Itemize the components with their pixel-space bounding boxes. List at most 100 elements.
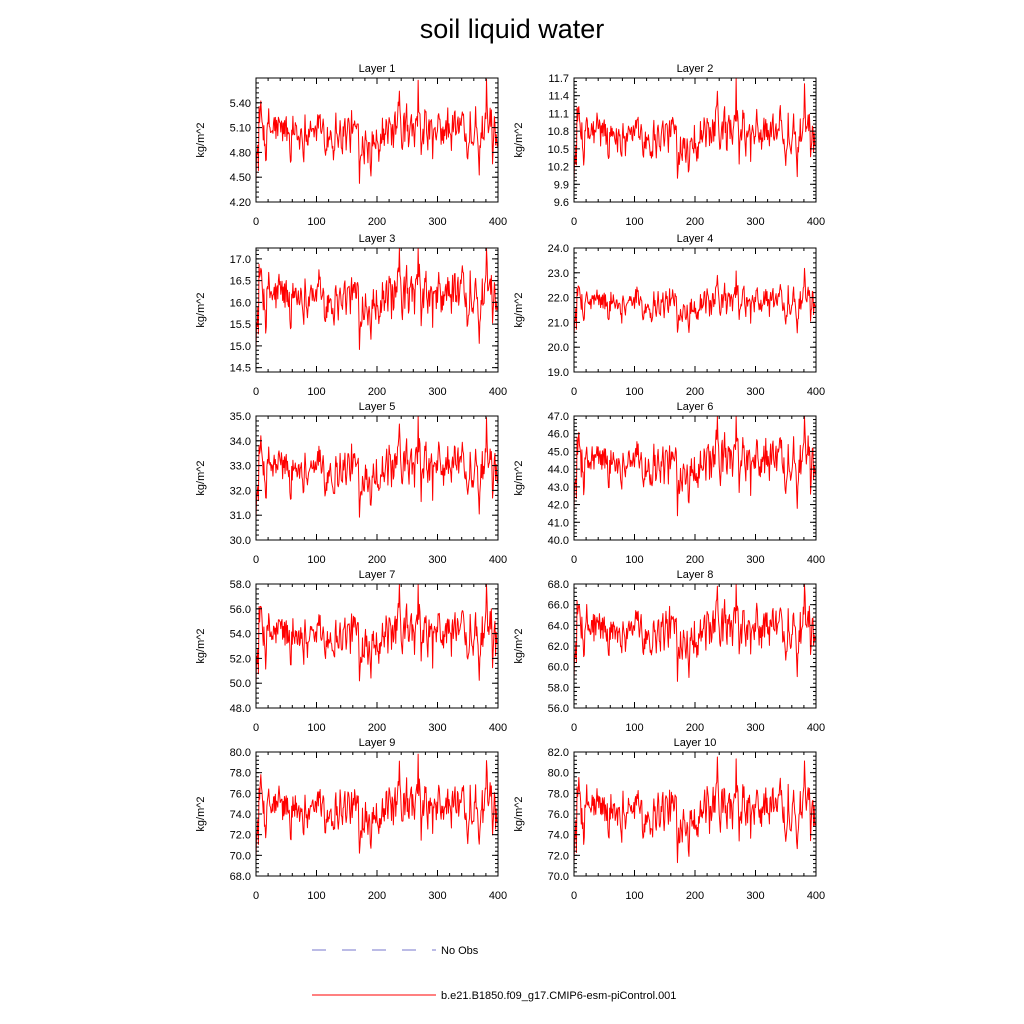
x-tick-label: 300 xyxy=(428,216,446,228)
y-tick-label: 17.0 xyxy=(230,254,251,266)
y-axis-label: kg/m^2 xyxy=(195,292,207,327)
x-tick-label: 400 xyxy=(807,890,825,902)
x-tick-label: 0 xyxy=(253,722,259,734)
panel-title: Layer 5 xyxy=(359,401,396,413)
x-tick-label: 300 xyxy=(428,722,446,734)
y-tick-label: 68.0 xyxy=(548,579,569,591)
y-tick-label: 47.0 xyxy=(548,411,569,423)
y-tick-label: 68.0 xyxy=(230,871,251,883)
x-tick-label: 0 xyxy=(253,554,259,566)
plot-frame xyxy=(255,247,499,373)
y-tick-label: 44.0 xyxy=(548,464,569,476)
y-tick-label: 54.0 xyxy=(230,629,251,641)
y-tick-label: 60.0 xyxy=(548,662,569,674)
x-tick-label: 100 xyxy=(625,554,643,566)
y-tick-label: 56.0 xyxy=(230,604,251,616)
legend-obs-label: No Obs xyxy=(441,945,479,957)
y-tick-label: 72.0 xyxy=(230,830,251,842)
y-tick-label: 74.0 xyxy=(548,830,569,842)
x-tick-label: 100 xyxy=(307,216,325,228)
x-tick-label: 0 xyxy=(571,722,577,734)
y-axis-label: kg/m^2 xyxy=(513,292,525,327)
x-tick-label: 0 xyxy=(253,216,259,228)
y-tick-label: 42.0 xyxy=(548,500,569,512)
x-tick-label: 300 xyxy=(428,554,446,566)
panel-title: Layer 6 xyxy=(677,401,714,413)
panel-title: Layer 8 xyxy=(677,569,714,581)
chart-panel-6: Layer 6 kg/m^2 0 100 200 300 400 40.0 41.0 42.0 43… xyxy=(513,401,825,566)
x-tick-label: 200 xyxy=(368,554,386,566)
x-tick-label: 200 xyxy=(686,386,704,398)
y-tick-label: 82.0 xyxy=(548,747,569,759)
x-tick-label: 100 xyxy=(625,216,643,228)
y-tick-label: 31.0 xyxy=(230,510,251,522)
panel-title: Layer 4 xyxy=(677,233,714,245)
y-tick-label: 4.20 xyxy=(230,197,251,209)
x-tick-label: 300 xyxy=(746,890,764,902)
x-tick-label: 300 xyxy=(428,890,446,902)
series-line xyxy=(255,753,498,859)
series-line xyxy=(573,756,816,864)
x-tick-label: 100 xyxy=(625,722,643,734)
x-tick-label: 0 xyxy=(253,890,259,902)
y-tick-label: 11.1 xyxy=(548,108,569,120)
y-tick-label: 11.4 xyxy=(548,91,569,103)
x-tick-label: 100 xyxy=(625,890,643,902)
panel-title: Layer 9 xyxy=(359,737,396,749)
y-tick-label: 5.40 xyxy=(230,98,251,110)
y-tick-label: 4.50 xyxy=(230,172,251,184)
x-tick-label: 100 xyxy=(307,386,325,398)
x-tick-label: 100 xyxy=(307,554,325,566)
x-tick-label: 400 xyxy=(489,722,507,734)
x-tick-label: 200 xyxy=(686,216,704,228)
panel-title: Layer 2 xyxy=(677,63,714,75)
y-tick-label: 52.0 xyxy=(230,653,251,665)
x-tick-label: 300 xyxy=(746,386,764,398)
y-tick-label: 66.0 xyxy=(548,600,569,612)
chart-panel-3: Layer 3 kg/m^2 0 100 200 300 400 14.5 15.0 15.5 16… xyxy=(195,233,507,398)
x-tick-label: 300 xyxy=(428,386,446,398)
series-line xyxy=(573,416,816,517)
chart-panel-4: Layer 4 kg/m^2 0 100 200 300 400 19.0 20.0 21.0 22… xyxy=(513,233,825,398)
chart-panel-2: Layer 2 kg/m^2 0 100 200 300 400 9.6 9.9 10.2 10.5… xyxy=(513,63,825,228)
y-tick-label: 16.5 xyxy=(230,276,251,288)
x-tick-label: 400 xyxy=(489,890,507,902)
series-line xyxy=(255,248,498,351)
chart-panel-9: Layer 9 kg/m^2 0 100 200 300 400 68.0 70.0 72.0 74… xyxy=(195,737,507,902)
x-tick-label: 100 xyxy=(307,890,325,902)
y-axis-label: kg/m^2 xyxy=(513,796,525,831)
x-tick-label: 200 xyxy=(686,890,704,902)
y-tick-label: 46.0 xyxy=(548,429,569,441)
y-tick-label: 34.0 xyxy=(230,436,251,448)
y-tick-label: 33.0 xyxy=(230,461,251,473)
x-tick-label: 400 xyxy=(807,554,825,566)
y-axis-label: kg/m^2 xyxy=(195,122,207,157)
x-tick-label: 300 xyxy=(746,554,764,566)
panel-title: Layer 10 xyxy=(674,737,717,749)
y-tick-label: 72.0 xyxy=(548,850,569,862)
y-tick-label: 70.0 xyxy=(548,871,569,883)
chart-panel-5: Layer 5 kg/m^2 0 100 200 300 400 30.0 31.0 32.0 33… xyxy=(195,401,507,566)
chart-panel-7: Layer 7 kg/m^2 0 100 200 300 400 48.0 50.0 52.0 54… xyxy=(195,569,507,734)
y-tick-label: 58.0 xyxy=(548,682,569,694)
y-axis-label: kg/m^2 xyxy=(513,122,525,157)
y-tick-label: 11.7 xyxy=(548,73,569,85)
x-tick-label: 200 xyxy=(686,554,704,566)
y-tick-label: 14.5 xyxy=(230,363,251,375)
y-tick-label: 4.80 xyxy=(230,147,251,159)
legend-model-label: b.e21.B1850.f09_g17.CMIP6-esm-piControl.… xyxy=(441,990,676,1002)
y-tick-label: 23.0 xyxy=(548,268,569,280)
y-tick-label: 32.0 xyxy=(230,485,251,497)
series-line xyxy=(573,267,816,337)
series-line xyxy=(255,584,498,685)
panel-title: Layer 7 xyxy=(359,569,396,581)
y-tick-label: 15.5 xyxy=(230,319,251,331)
x-tick-label: 200 xyxy=(368,386,386,398)
series-line xyxy=(255,78,498,184)
x-tick-label: 400 xyxy=(807,216,825,228)
y-tick-label: 74.0 xyxy=(230,809,251,821)
x-tick-label: 200 xyxy=(368,890,386,902)
y-tick-label: 9.9 xyxy=(554,179,569,191)
y-tick-label: 70.0 xyxy=(230,850,251,862)
